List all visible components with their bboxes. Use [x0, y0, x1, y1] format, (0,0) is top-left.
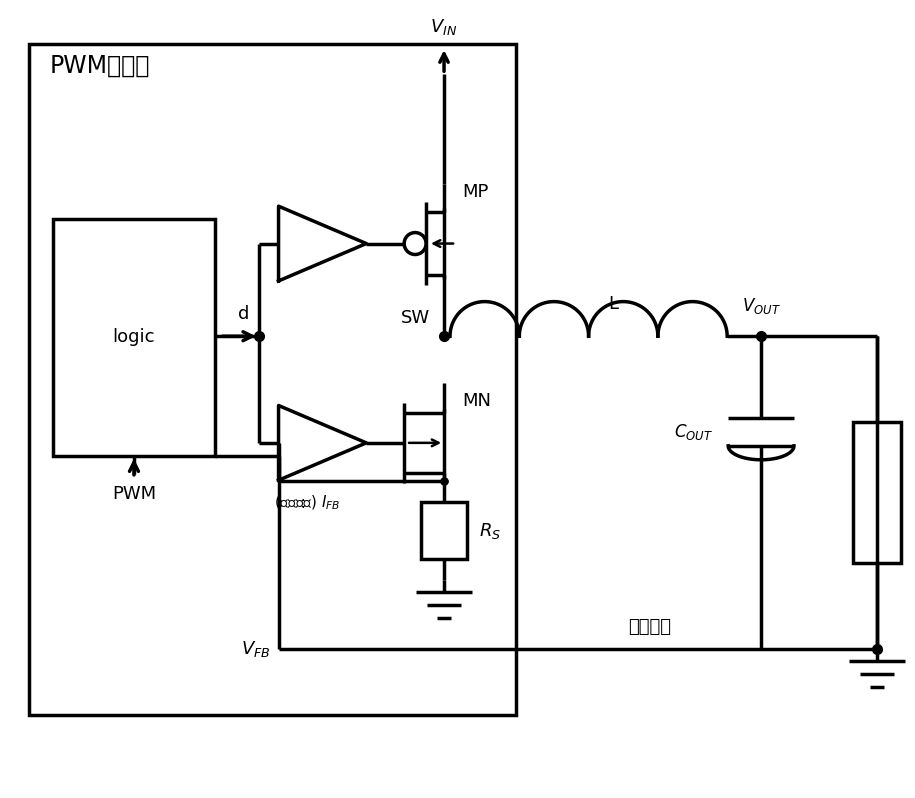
Text: d: d [238, 306, 250, 323]
Text: MN: MN [462, 392, 491, 410]
Text: $V_{IN}$: $V_{IN}$ [430, 18, 458, 38]
Bar [29, 44, 516, 715]
Text: $V_{FB}$: $V_{FB}$ [242, 639, 271, 659]
Text: logic: logic [113, 328, 156, 346]
Text: MP: MP [462, 183, 489, 201]
Text: L: L [608, 295, 619, 314]
Text: SW: SW [401, 310, 430, 327]
Text: PWM控制器: PWM控制器 [49, 54, 150, 78]
Bar [421, 502, 467, 559]
Text: $V_{OUT}$: $V_{OUT}$ [742, 296, 780, 316]
Text: $C_{OUT}$: $C_{OUT}$ [674, 422, 713, 442]
Text: PWM: PWM [112, 484, 156, 503]
Bar [53, 219, 215, 456]
Text: (电流反馈) $I_{FB}$: (电流反馈) $I_{FB}$ [274, 493, 340, 512]
Text: $R_S$: $R_S$ [479, 520, 501, 540]
Text: 反馈电压: 反馈电压 [628, 618, 671, 636]
Bar [853, 422, 900, 563]
